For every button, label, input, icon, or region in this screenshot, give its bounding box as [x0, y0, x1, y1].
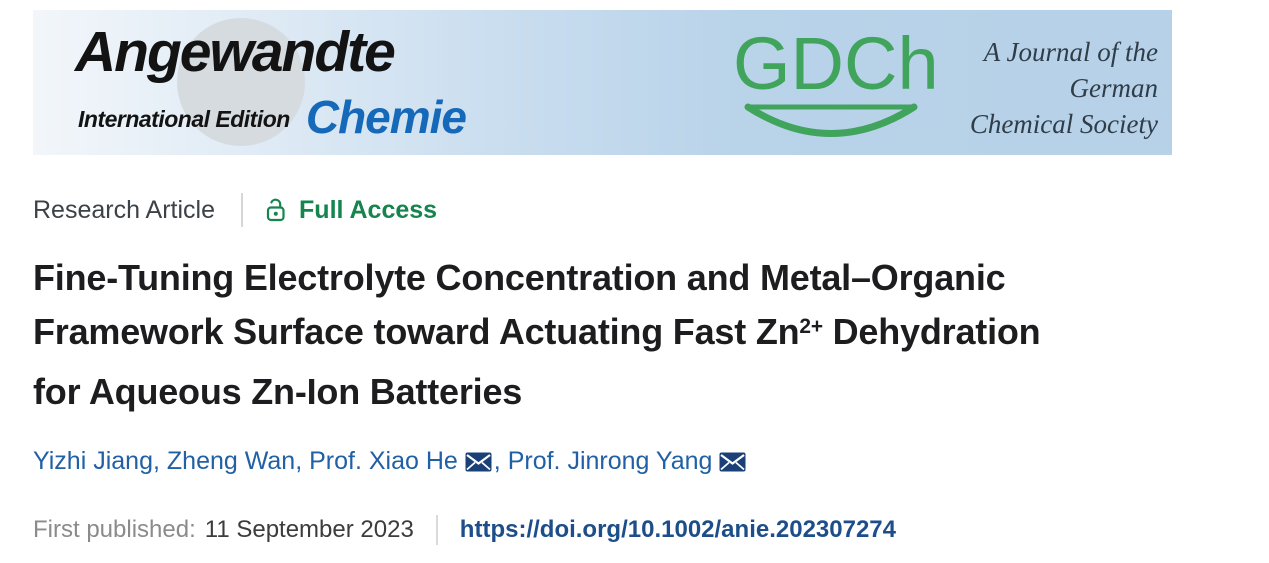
society-tagline-line3: Chemical Society [969, 109, 1158, 139]
journal-name: Angewandte [75, 20, 396, 84]
journal-banner[interactable]: Angewandte International Edition Chemie … [33, 10, 1172, 155]
access-label: Full Access [299, 195, 438, 224]
author-separator: , [493, 447, 508, 475]
title-line2-end: Dehydration [822, 311, 1041, 352]
publication-info-row: First published: 11 September 2023 https… [33, 515, 1183, 545]
journal-subname: Chemie [305, 91, 467, 143]
journal-edition-label: International Edition [78, 106, 290, 132]
title-line3: for Aqueous Zn-Ion Batteries [33, 371, 523, 412]
author-link-zheng-wan[interactable]: Zheng Wan [166, 447, 296, 475]
article-header: Research Article Full Access Fine-Tuning… [33, 193, 1183, 545]
gdch-wordmark: GDCh [733, 22, 939, 105]
first-published-date: 11 September 2023 [204, 516, 414, 543]
author-link-yizhi-jiang[interactable]: Yizhi Jiang [33, 447, 153, 475]
banner-circle-decoration [177, 18, 305, 146]
society-tagline-line2: German [1069, 73, 1159, 103]
pub-divider [435, 515, 438, 545]
author-separator: , [295, 447, 310, 475]
article-meta-row: Research Article Full Access [33, 193, 1183, 227]
gdch-arc-icon [744, 103, 917, 137]
first-published-label: First published: [33, 516, 196, 543]
doi-link[interactable]: https://doi.org/10.1002/anie.202307274 [459, 516, 897, 543]
society-tagline-line1: A Journal of the [983, 37, 1158, 67]
title-line2: Framework Surface toward Actuating Fast … [33, 311, 800, 352]
author-link-xiao-he[interactable]: Prof. Xiao He [309, 447, 458, 475]
author-list: Yizhi Jiang, Zheng Wan, Prof. Xiao He , … [33, 447, 1183, 479]
zn-charge-superscript: 2+ [799, 314, 823, 338]
open-lock-icon [266, 198, 285, 222]
access-badge: Full Access [263, 196, 437, 225]
article-type-label: Research Article [33, 195, 216, 224]
email-icon[interactable] [465, 450, 492, 479]
journal-brand: Angewandte International Edition Chemie [75, 20, 467, 143]
society-tagline: A Journal of the German Chemical Society [970, 34, 1158, 142]
article-title: Fine-Tuning Electrolyte Concentration an… [33, 251, 1183, 419]
author-link-jinrong-yang[interactable]: Prof. Jinrong Yang [507, 447, 713, 475]
gdch-logo: GDCh [733, 22, 939, 142]
title-line1: Fine-Tuning Electrolyte Concentration an… [33, 257, 1006, 298]
meta-divider [241, 193, 244, 227]
email-icon[interactable] [719, 450, 746, 479]
author-separator: , [152, 447, 167, 475]
